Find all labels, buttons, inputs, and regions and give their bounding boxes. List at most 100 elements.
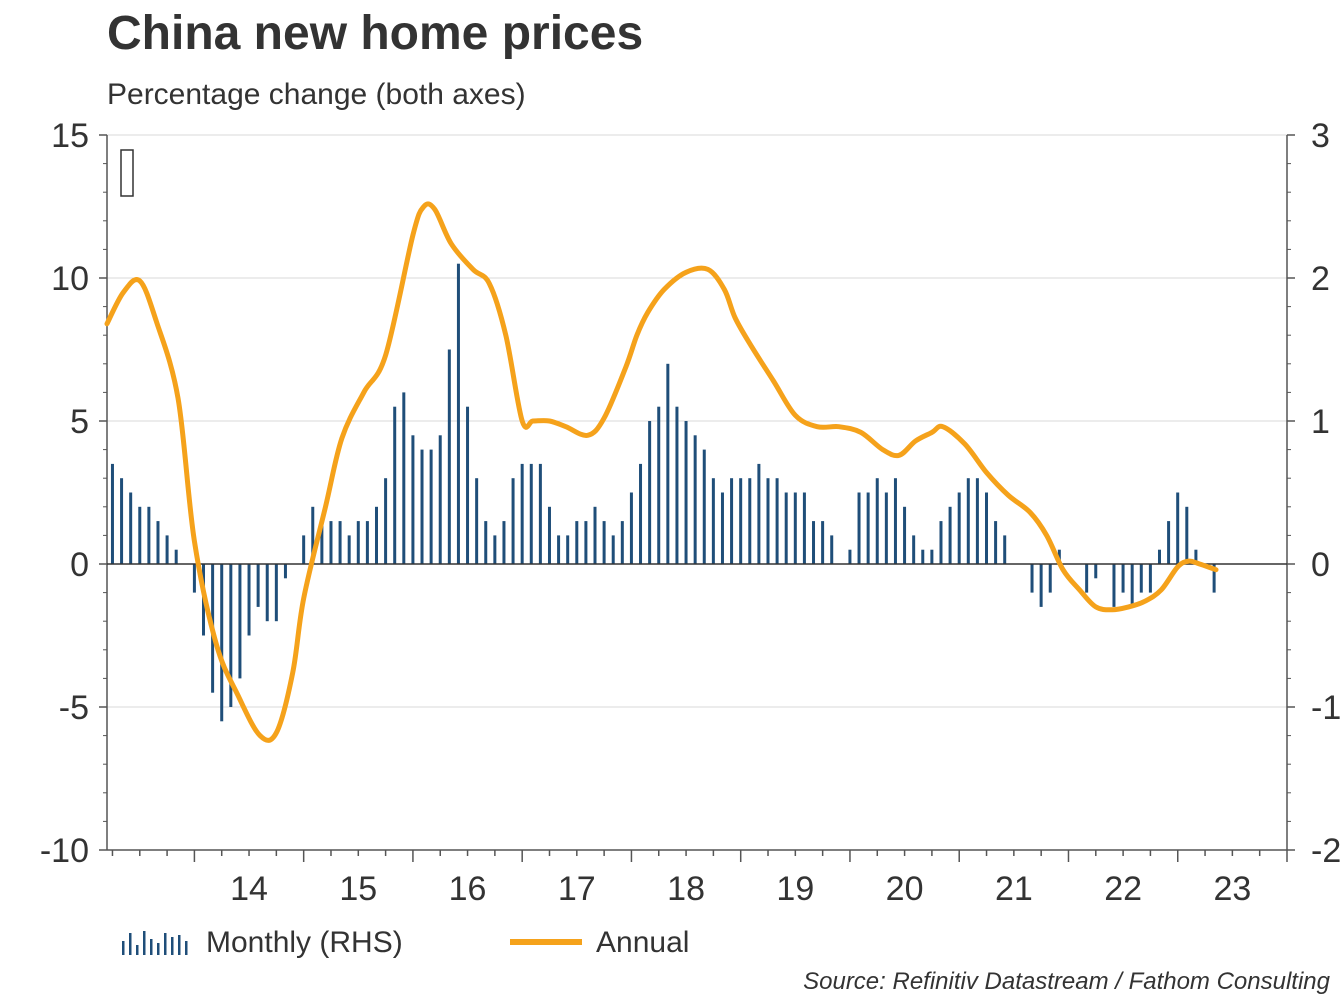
monthly-bar	[839, 564, 843, 565]
legend-bar	[164, 933, 167, 955]
monthly-bar	[739, 478, 743, 564]
legend-bar	[185, 941, 188, 955]
monthly-bar	[948, 506, 952, 564]
monthly-bar	[1194, 549, 1198, 564]
monthly-bar	[493, 535, 497, 564]
left-tick-label: 0	[70, 546, 89, 584]
monthly-bar	[202, 564, 206, 636]
monthly-bar	[302, 535, 306, 564]
monthly-bar	[957, 492, 961, 564]
monthly-bar	[1085, 564, 1089, 593]
monthly-bar	[1012, 564, 1016, 565]
monthly-bar	[1076, 564, 1080, 565]
monthly-bar	[402, 392, 406, 564]
monthly-bar	[812, 521, 816, 564]
monthly-bar	[593, 506, 597, 564]
monthly-bar	[320, 521, 324, 564]
monthly-bar	[374, 506, 378, 564]
monthly-bar	[466, 406, 470, 564]
legend-bar	[150, 939, 153, 955]
monthly-bar	[411, 435, 415, 564]
monthly-bar	[147, 506, 151, 564]
legend-monthly-label: Monthly (RHS)	[206, 926, 403, 959]
axes	[99, 134, 1295, 862]
monthly-bar	[893, 478, 897, 564]
monthly-bar	[848, 549, 852, 564]
left-tick-label: -5	[59, 689, 89, 727]
monthly-bar	[129, 492, 133, 564]
monthly-bar	[338, 521, 342, 564]
chart-subtitle: Percentage change (both axes)	[107, 78, 526, 111]
monthly-bar	[1185, 506, 1189, 564]
monthly-bar	[229, 564, 233, 707]
chart-source: Source: Refinitiv Datastream / Fathom Co…	[803, 968, 1330, 995]
right-tick-label: 0	[1311, 546, 1330, 584]
monthly-bar	[438, 435, 442, 564]
monthly-bar	[265, 564, 269, 622]
monthly-bar	[921, 549, 925, 564]
monthly-bar	[975, 478, 979, 564]
monthly-bar	[611, 535, 615, 564]
x-tick-label: 22	[1104, 870, 1142, 908]
x-tick-label: 23	[1213, 870, 1251, 908]
monthly-bar	[821, 521, 825, 564]
legend-bar	[157, 943, 160, 955]
monthly-bar	[1167, 521, 1171, 564]
monthly-bar	[1112, 564, 1116, 607]
x-tick-label: 17	[558, 870, 596, 908]
monthly-bar	[666, 363, 670, 564]
monthly-bar	[238, 564, 242, 679]
monthly-bar	[766, 478, 770, 564]
right-axis-labels: -2 -1 0 1 2 3	[1311, 117, 1340, 870]
monthly-bar	[648, 421, 652, 564]
x-tick-label: 20	[886, 870, 924, 908]
monthly-bar	[1130, 564, 1134, 607]
monthly-bar	[1048, 564, 1052, 593]
monthly-bar	[1121, 564, 1125, 593]
monthly-bar	[183, 564, 187, 565]
monthly-bar	[329, 521, 333, 564]
monthly-bar	[1212, 564, 1216, 593]
monthly-bar	[475, 478, 479, 564]
monthly-bar	[1039, 564, 1043, 607]
x-tick-label: 16	[449, 870, 487, 908]
monthly-bar	[420, 449, 424, 564]
monthly-bar	[775, 478, 779, 564]
monthly-bar	[1176, 492, 1180, 564]
right-tick-label: 3	[1311, 117, 1330, 155]
monthly-bar	[1057, 549, 1061, 564]
monthly-bar	[857, 492, 861, 564]
monthly-bar	[1021, 564, 1025, 565]
legend-bar	[178, 935, 181, 955]
monthly-bar	[1003, 535, 1007, 564]
monthly-bar	[538, 463, 542, 564]
monthly-bar	[557, 535, 561, 564]
monthly-bar	[793, 492, 797, 564]
monthly-bar	[620, 521, 624, 564]
monthly-bar	[711, 478, 715, 564]
monthly-bar	[120, 478, 124, 564]
monthly-bar	[875, 478, 879, 564]
monthly-bar	[1157, 549, 1161, 564]
monthly-bar	[529, 463, 533, 564]
right-tick-label: -1	[1311, 689, 1340, 727]
x-tick-label: 15	[339, 870, 377, 908]
legend-bar	[122, 941, 125, 955]
monthly-bar	[1094, 564, 1098, 579]
monthly-bar	[283, 564, 287, 579]
monthly-bar	[1203, 564, 1207, 565]
right-tick-label: 1	[1311, 403, 1330, 441]
monthly-bar	[174, 549, 178, 564]
monthly-bar	[830, 535, 834, 564]
monthly-bar	[274, 564, 278, 622]
left-axis-labels: -10 -5 0 5 10 15	[40, 117, 89, 870]
monthly-bar	[1066, 564, 1070, 565]
monthly-bar	[156, 521, 160, 564]
left-tick-label: 15	[51, 117, 89, 155]
monthly-bar	[693, 435, 697, 564]
monthly-bar	[311, 506, 315, 564]
annual-line	[104, 201, 1219, 743]
monthly-bar	[365, 521, 369, 564]
monthly-bar	[784, 492, 788, 564]
